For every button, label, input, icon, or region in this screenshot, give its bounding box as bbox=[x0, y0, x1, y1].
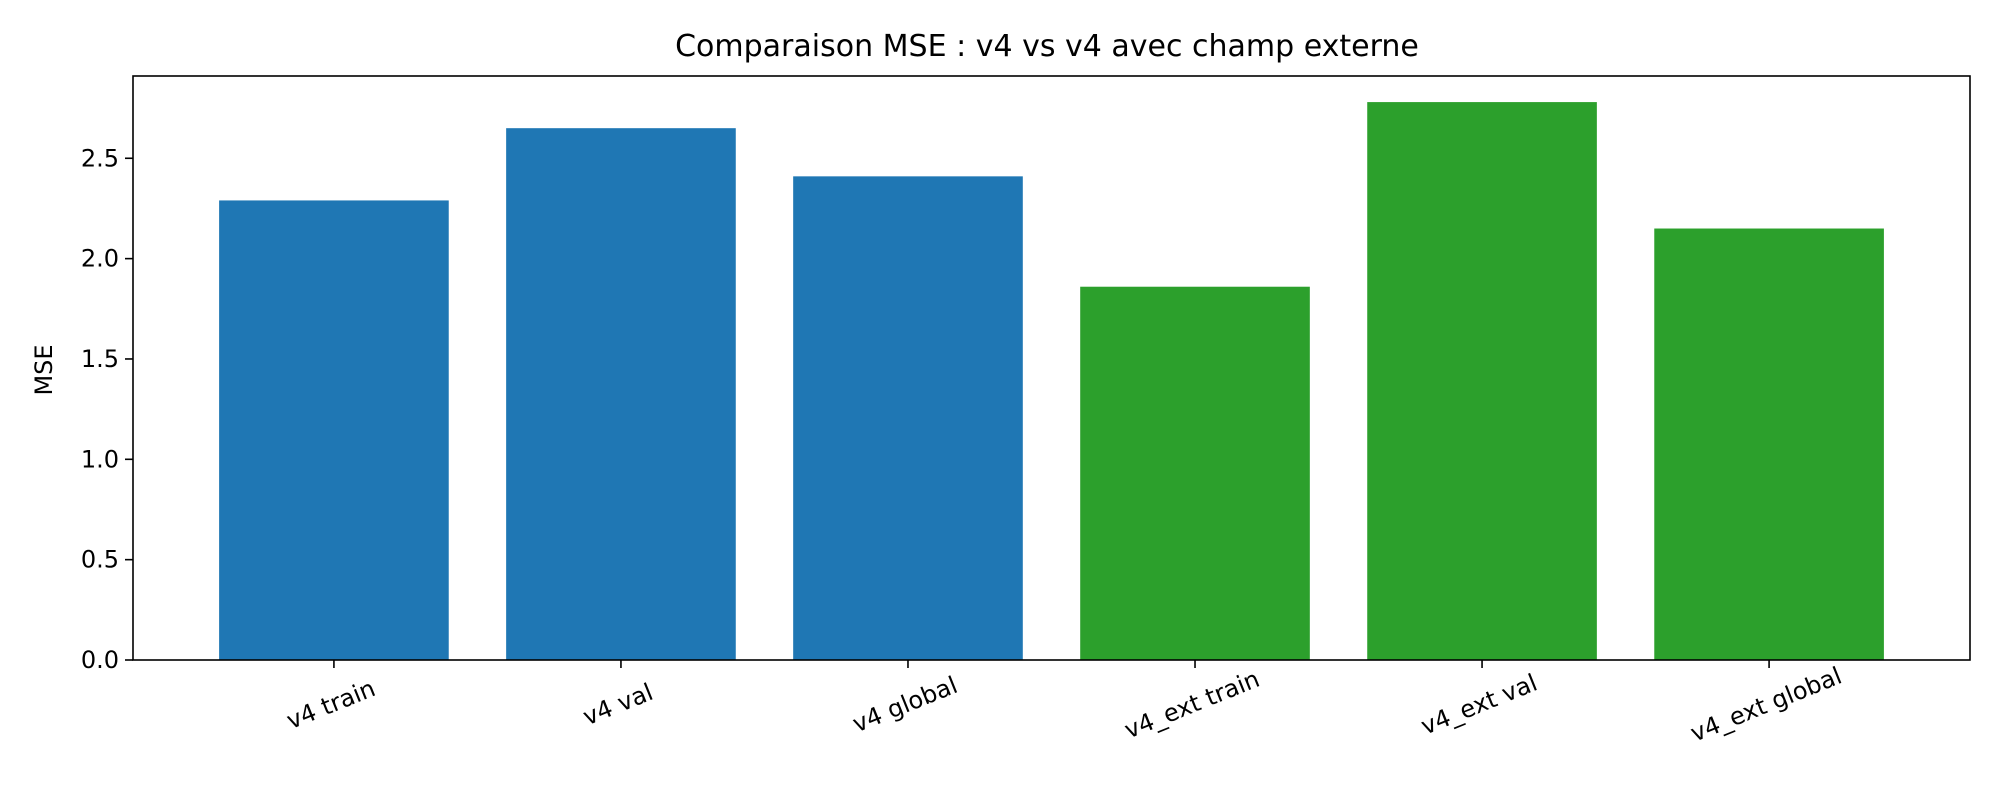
x-tick-label: v4 val bbox=[579, 678, 657, 731]
bar-v4-ext-global bbox=[1654, 228, 1884, 660]
bar-v4-val bbox=[506, 128, 736, 660]
bars-layer bbox=[219, 102, 1884, 661]
y-ticks-layer: 0.0 0.5 1.0 1.5 2.0 2.5 bbox=[81, 144, 133, 674]
x-tick-label: v4 global bbox=[849, 671, 962, 738]
bar-v4-train bbox=[219, 200, 449, 660]
y-tick-label: 0.5 bbox=[81, 546, 119, 574]
chart-title: Comparaison MSE : v4 vs v4 avec champ ex… bbox=[675, 29, 1419, 64]
x-tick-label: v4_ext val bbox=[1417, 669, 1541, 741]
y-tick-label: 1.0 bbox=[81, 445, 119, 473]
y-tick-label: 2.0 bbox=[81, 245, 119, 273]
bar-v4-ext-val bbox=[1367, 102, 1597, 661]
y-tick-label: 2.5 bbox=[81, 144, 119, 172]
bar-v4-ext-train bbox=[1080, 286, 1310, 660]
y-axis-label: MSE bbox=[30, 344, 58, 395]
plot-frame bbox=[132, 75, 1971, 661]
x-ticks-layer: v4 train v4 val v4 global v4_ext train v4_ex… bbox=[283, 660, 1846, 748]
bar-v4-global bbox=[793, 176, 1023, 660]
x-tick-label: v4_ext global bbox=[1687, 662, 1846, 748]
y-tick-label: 0.0 bbox=[81, 646, 119, 674]
x-tick-label: v4 train bbox=[283, 674, 380, 735]
x-tick-label: v4_ext train bbox=[1121, 665, 1264, 745]
y-tick-label: 1.5 bbox=[81, 345, 119, 373]
